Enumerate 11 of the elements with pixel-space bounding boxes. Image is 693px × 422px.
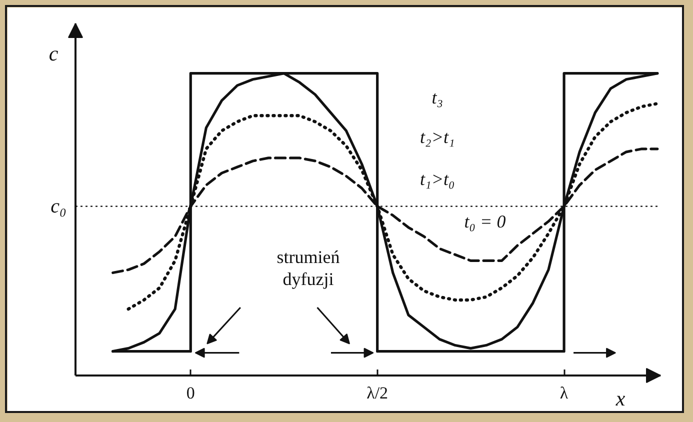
annotation: strumień dyfuzji xyxy=(276,247,340,290)
ref-line-label: c₀ xyxy=(50,195,67,218)
x-axis-title: x xyxy=(614,386,626,410)
annotation: t₃ xyxy=(432,88,444,108)
x-tick-label: λ xyxy=(560,384,569,402)
annotation: t₂>t₁ xyxy=(420,126,455,147)
x-tick-label: λ/2 xyxy=(366,384,388,402)
annotation: t₀ = 0 xyxy=(464,211,506,232)
y-axis-title: c xyxy=(48,42,59,66)
x-tick-label: 0 xyxy=(186,384,195,402)
annotation: t₁>t₀ xyxy=(420,169,455,190)
